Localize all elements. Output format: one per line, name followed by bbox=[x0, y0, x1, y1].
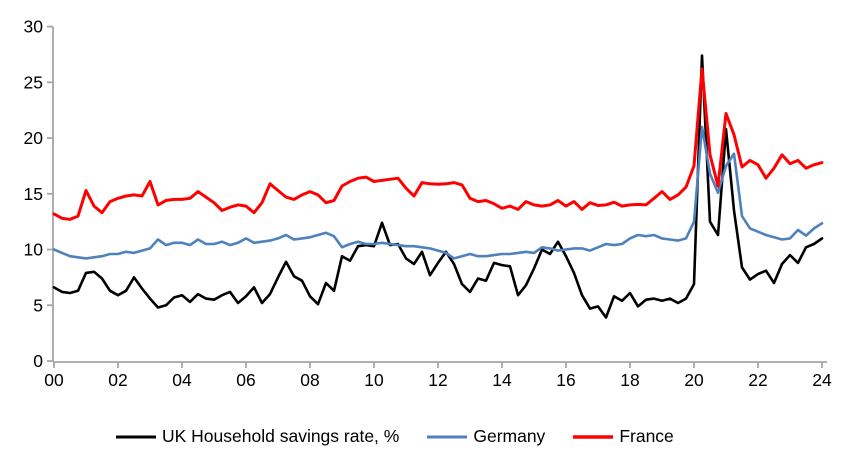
legend-label-uk: UK Household savings rate, % bbox=[162, 426, 400, 446]
y-tick-label: 20 bbox=[24, 128, 44, 148]
y-tick-label: 10 bbox=[24, 240, 44, 260]
chart-legend: UK Household savings rate, % Germany Fra… bbox=[116, 426, 674, 446]
y-tick-label: 15 bbox=[24, 184, 43, 204]
legend-item-germany: Germany bbox=[427, 426, 546, 446]
x-tick-label: 04 bbox=[172, 370, 192, 390]
legend-label-france: France bbox=[619, 426, 674, 446]
x-tick-label: 12 bbox=[428, 370, 447, 390]
x-tick-label: 18 bbox=[620, 370, 639, 390]
series-line-germany bbox=[52, 125, 824, 260]
x-tick-label: 14 bbox=[492, 370, 512, 390]
legend-item-france: France bbox=[573, 426, 674, 446]
y-tick-label: 25 bbox=[24, 72, 43, 92]
x-tick-label: 22 bbox=[748, 370, 767, 390]
legend-label-germany: Germany bbox=[473, 426, 546, 446]
x-tick-label: 10 bbox=[364, 370, 384, 390]
series-line-uk bbox=[52, 54, 824, 319]
france-line-swatch bbox=[573, 435, 614, 439]
x-tick-label: 08 bbox=[300, 370, 319, 390]
y-tick-label: 30 bbox=[24, 17, 44, 37]
x-tick-label: 02 bbox=[108, 370, 127, 390]
y-tick-label: 0 bbox=[33, 351, 43, 371]
y-tick-label: 5 bbox=[33, 295, 43, 315]
x-tick-label: 00 bbox=[44, 370, 64, 390]
uk-line-swatch bbox=[116, 435, 156, 439]
legend-item-uk: UK Household savings rate, % bbox=[116, 426, 400, 446]
x-tick-label: 20 bbox=[684, 370, 704, 390]
x-tick-label: 16 bbox=[556, 370, 575, 390]
germany-line-swatch bbox=[427, 435, 468, 439]
x-tick-label: 24 bbox=[812, 370, 832, 390]
series-line-france bbox=[52, 67, 824, 221]
x-tick-label: 06 bbox=[236, 370, 255, 390]
axes: 0 5 10 15 20 25 30 00 02 04 06 08 10 12 14 16 18 20 22 24 bbox=[24, 17, 832, 390]
